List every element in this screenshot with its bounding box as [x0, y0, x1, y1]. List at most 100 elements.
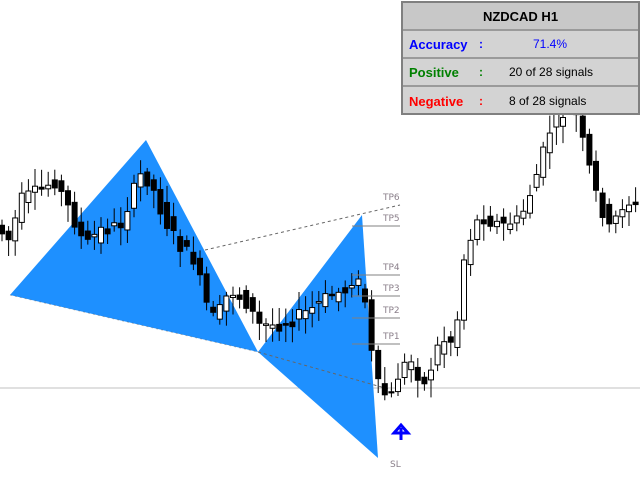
bearish-candle: [282, 323, 289, 326]
bullish-candle: [309, 307, 316, 314]
bearish-candle: [190, 251, 197, 265]
tp6-label: TP6: [383, 193, 400, 203]
bullish-candle: [322, 293, 329, 308]
tp5-label: TP5: [383, 214, 400, 224]
bullish-candle: [474, 219, 481, 240]
bullish-candle: [223, 295, 230, 312]
bullish-candle: [434, 344, 441, 366]
projection-line: [257, 351, 393, 391]
colon: :: [479, 65, 483, 79]
bearish-candle: [632, 201, 639, 206]
bullish-candle: [428, 369, 434, 381]
bearish-candle: [289, 321, 296, 328]
bullish-candle: [131, 182, 137, 209]
bullish-candle: [18, 192, 25, 223]
bearish-candle: [203, 273, 210, 303]
bullish-candle: [454, 319, 461, 348]
bearish-candle: [480, 219, 487, 225]
bullish-candle: [494, 220, 500, 228]
bullish-candle: [461, 259, 467, 321]
tp1-label: TP1: [383, 332, 400, 342]
bearish-candle: [157, 189, 164, 215]
colon: :: [479, 37, 483, 51]
tp2-label: TP2: [383, 306, 400, 316]
bearish-candle: [210, 306, 217, 313]
bearish-candle: [183, 240, 190, 247]
projection-line: [204, 204, 401, 251]
negative-value: 8 of 28 signals: [509, 94, 587, 108]
bearish-candle: [579, 115, 586, 138]
bullish-candle: [269, 324, 276, 329]
bearish-candle: [144, 171, 151, 187]
bullish-candle: [533, 173, 540, 188]
bearish-candle: [342, 287, 349, 294]
panel-title: NZDCAD H1: [403, 3, 638, 31]
bearish-candle: [243, 289, 250, 309]
bearish-candle: [51, 179, 58, 189]
bearish-candle: [78, 221, 85, 237]
bullish-candle: [467, 239, 474, 266]
bullish-candle: [612, 215, 619, 224]
bearish-candle: [586, 133, 593, 166]
bearish-candle: [5, 230, 12, 241]
bullish-candle: [296, 309, 302, 320]
bullish-candle: [401, 361, 408, 379]
bearish-candle: [177, 236, 184, 252]
bullish-candle: [216, 304, 223, 320]
bearish-candle: [447, 336, 454, 343]
bullish-candle: [263, 323, 269, 326]
tp-lines: [352, 225, 400, 345]
bullish-candle: [12, 217, 19, 242]
bearish-candle: [0, 224, 5, 235]
bearish-candle: [164, 201, 170, 229]
signal-stats-panel: NZDCAD H1 Accuracy : 71.4% Positive : 20…: [401, 1, 640, 115]
bearish-candle: [256, 311, 263, 324]
bearish-candle: [329, 293, 335, 297]
bearish-candle: [58, 180, 65, 192]
bullish-candle: [560, 117, 566, 127]
candles: [0, 94, 639, 401]
positive-label: Positive: [409, 64, 459, 80]
bullish-candle: [348, 285, 355, 289]
bearish-candle: [599, 192, 606, 218]
bullish-candle: [507, 223, 514, 231]
bullish-candle: [546, 132, 553, 154]
bullish-candle: [335, 291, 342, 303]
bearish-candle: [381, 383, 388, 396]
bearish-candle: [487, 215, 494, 227]
bullish-candle: [111, 222, 118, 227]
pattern-triangle-bcd: [258, 215, 378, 458]
bullish-candle: [355, 278, 362, 286]
bearish-candle: [249, 297, 256, 312]
bullish-candle: [520, 210, 527, 219]
bullish-candle: [553, 112, 560, 128]
bullish-candle: [25, 190, 32, 204]
positive-row: Positive : 20 of 28 signals: [403, 59, 638, 87]
bullish-candle: [441, 341, 448, 355]
bearish-candle: [500, 216, 507, 224]
bullish-candle: [315, 301, 322, 304]
bullish-candle: [32, 185, 38, 193]
bullish-candle: [45, 184, 52, 190]
bearish-candle: [414, 366, 421, 381]
bearish-candle: [421, 376, 428, 385]
bullish-candle: [527, 195, 533, 214]
bearish-candle: [276, 323, 283, 332]
negative-label: Negative: [409, 93, 464, 109]
bullish-candle: [540, 146, 547, 178]
bullish-candle: [91, 233, 98, 238]
buy-arrow-icon: [390, 422, 412, 440]
bearish-candle: [388, 391, 395, 394]
bullish-candle: [124, 211, 131, 231]
tp3-label: TP3: [383, 284, 400, 294]
bearish-candle: [170, 216, 177, 231]
bearish-candle: [104, 228, 111, 235]
negative-row: Negative : 8 of 28 signals: [403, 87, 638, 115]
bullish-candle: [230, 294, 236, 299]
bearish-candle: [71, 201, 78, 228]
bearish-candle: [197, 257, 203, 276]
bearish-candle: [65, 190, 71, 206]
bearish-candle: [117, 222, 124, 229]
accuracy-label: Accuracy: [409, 36, 468, 52]
